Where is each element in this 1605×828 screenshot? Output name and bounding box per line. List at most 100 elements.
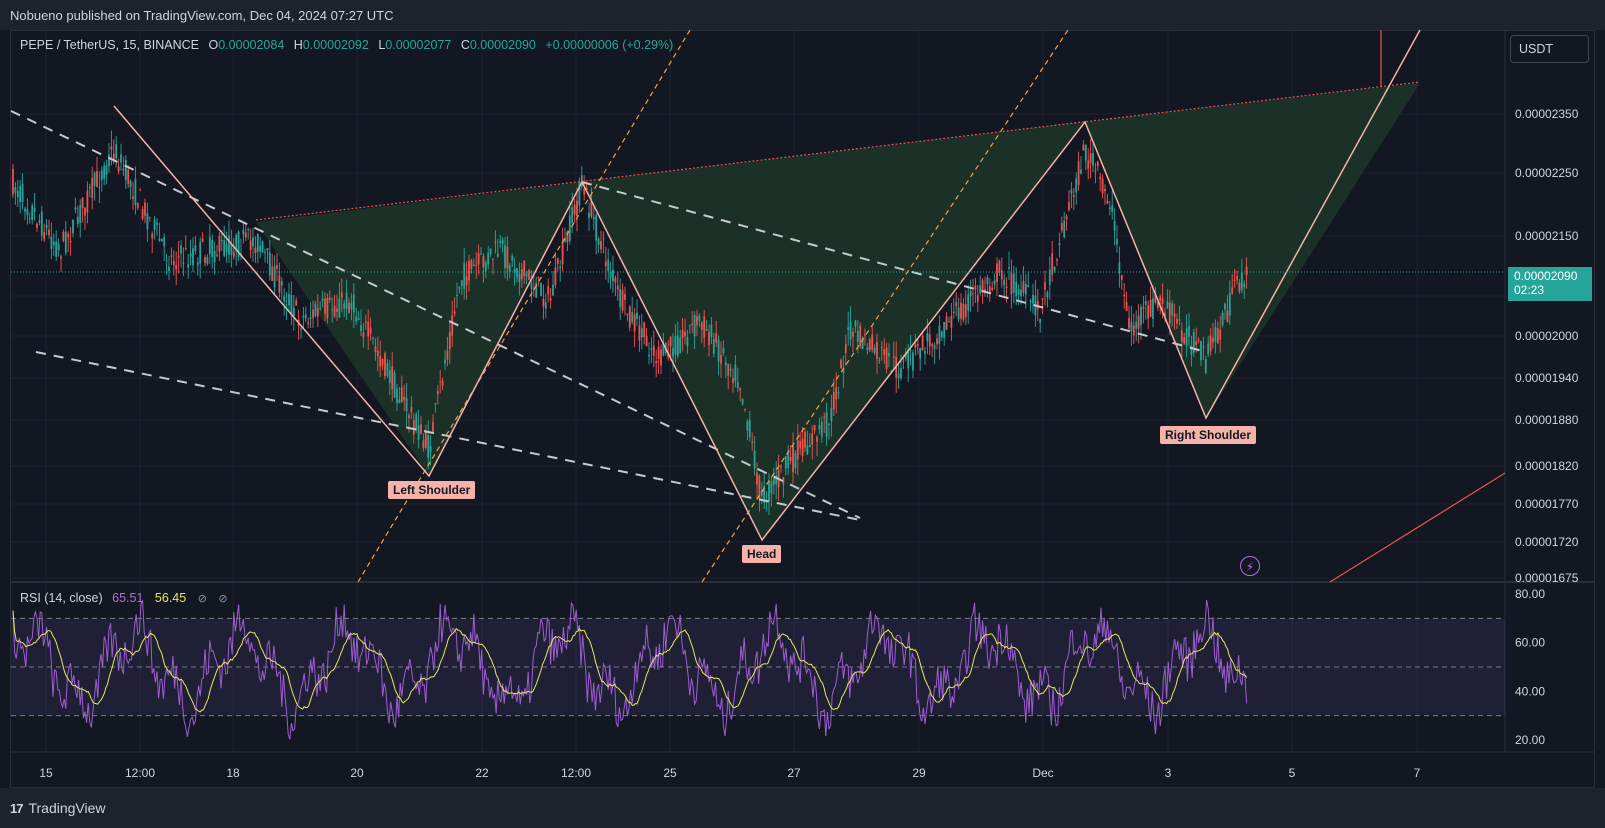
candle-body — [1161, 298, 1164, 305]
candle-body — [768, 480, 770, 502]
candle-body — [871, 334, 874, 350]
candle-body — [74, 207, 77, 210]
candle-body — [998, 260, 1001, 273]
candle-body — [136, 203, 139, 208]
candle-body — [943, 321, 946, 339]
candle-body — [302, 315, 305, 318]
candle-body — [825, 412, 828, 437]
label-right-shoulder[interactable]: Right Shoulder — [1160, 426, 1256, 444]
candle-body — [679, 337, 682, 354]
candle-body — [1020, 289, 1022, 297]
candle-body — [676, 335, 679, 356]
candle-body — [1116, 238, 1118, 245]
candle-body — [955, 302, 958, 307]
candle-body — [196, 262, 199, 265]
candle-body — [760, 490, 763, 496]
candle-body — [372, 337, 374, 339]
candle-body — [321, 298, 324, 302]
channel-lower-line — [35, 351, 861, 521]
candle-body — [314, 304, 317, 316]
candle-body — [508, 265, 511, 273]
candle-body — [201, 238, 204, 243]
candle-body — [856, 331, 859, 342]
candle-body — [444, 359, 446, 364]
published-by: Nobueno published on TradingView.com, De… — [10, 8, 394, 23]
candle-body — [1027, 285, 1030, 288]
candle-body — [91, 177, 94, 198]
candle-body — [28, 218, 31, 220]
candle-body — [60, 256, 62, 259]
time-tick-label: Dec — [1032, 766, 1053, 780]
fill-left-shoulder — [256, 182, 582, 476]
candle-body — [674, 335, 677, 355]
open-value: 0.00002084 — [218, 38, 285, 52]
candle-body — [693, 314, 696, 337]
candle-body — [1231, 287, 1234, 294]
candle-body — [566, 231, 569, 242]
label-head[interactable]: Head — [742, 545, 782, 563]
candle-body — [576, 200, 578, 216]
candle-body — [1063, 220, 1066, 237]
candle-body — [228, 235, 230, 255]
candle-body — [609, 271, 612, 278]
candle-body — [1012, 273, 1015, 293]
candle-body — [160, 238, 163, 242]
candle-body — [578, 181, 581, 205]
candle-body — [703, 316, 706, 338]
candle-body — [40, 211, 43, 236]
candle-body — [626, 313, 629, 315]
candle-body — [842, 369, 845, 374]
candle-body — [796, 440, 799, 460]
hidden-icon[interactable]: ⊘ — [197, 593, 207, 605]
candle-body — [16, 190, 19, 197]
price-tick-label: 0.00002150 — [1515, 229, 1579, 243]
candle-body — [477, 253, 480, 265]
candle-body — [652, 345, 655, 356]
candle-body — [352, 294, 355, 313]
candle-body — [1188, 325, 1190, 337]
candle-body — [194, 245, 197, 252]
candle-body — [1120, 274, 1123, 280]
tradingview-logo-icon: 17 — [10, 800, 24, 816]
currency-select[interactable]: USDT — [1510, 35, 1589, 63]
candle-body — [748, 419, 751, 438]
candle-body — [902, 360, 905, 362]
label-left-shoulder[interactable]: Left Shoulder — [388, 481, 476, 499]
candle-body — [806, 445, 809, 455]
candle-body — [952, 311, 955, 313]
candle-body — [129, 180, 132, 188]
candle-body — [532, 288, 535, 291]
candle-body — [254, 247, 257, 254]
candle-body — [448, 331, 451, 350]
candle-body — [595, 215, 598, 241]
candle-body — [1240, 272, 1243, 290]
candle-body — [1041, 298, 1044, 300]
candle-body — [331, 309, 334, 311]
candle-body — [24, 208, 26, 212]
candle-body — [374, 346, 377, 353]
candle-body — [103, 165, 106, 179]
candle-body — [446, 350, 449, 360]
candle-body — [326, 297, 329, 319]
candle-body — [688, 325, 691, 327]
candle-body — [657, 346, 660, 359]
last-price-tag: 0.00002090 02:23 — [1508, 267, 1592, 301]
candle-body — [897, 374, 900, 379]
candle-body — [408, 415, 410, 419]
neckline — [255, 81, 1421, 221]
hidden-icon-2[interactable]: ⊘ — [218, 593, 228, 605]
candle-body — [1216, 328, 1219, 344]
candle-body — [979, 285, 982, 293]
candle-body — [1168, 302, 1171, 324]
candle-body — [590, 201, 593, 217]
candle-body — [792, 445, 794, 473]
candle-body — [1132, 325, 1135, 336]
bolt-icon[interactable]: ⚡ — [1240, 556, 1260, 576]
candle-body — [705, 328, 708, 331]
candle-body — [244, 232, 247, 238]
candle-body — [1209, 335, 1212, 352]
candle-body — [1221, 312, 1224, 326]
tradingview-brand[interactable]: 17 TradingView — [10, 800, 106, 816]
candle-body — [628, 306, 631, 328]
